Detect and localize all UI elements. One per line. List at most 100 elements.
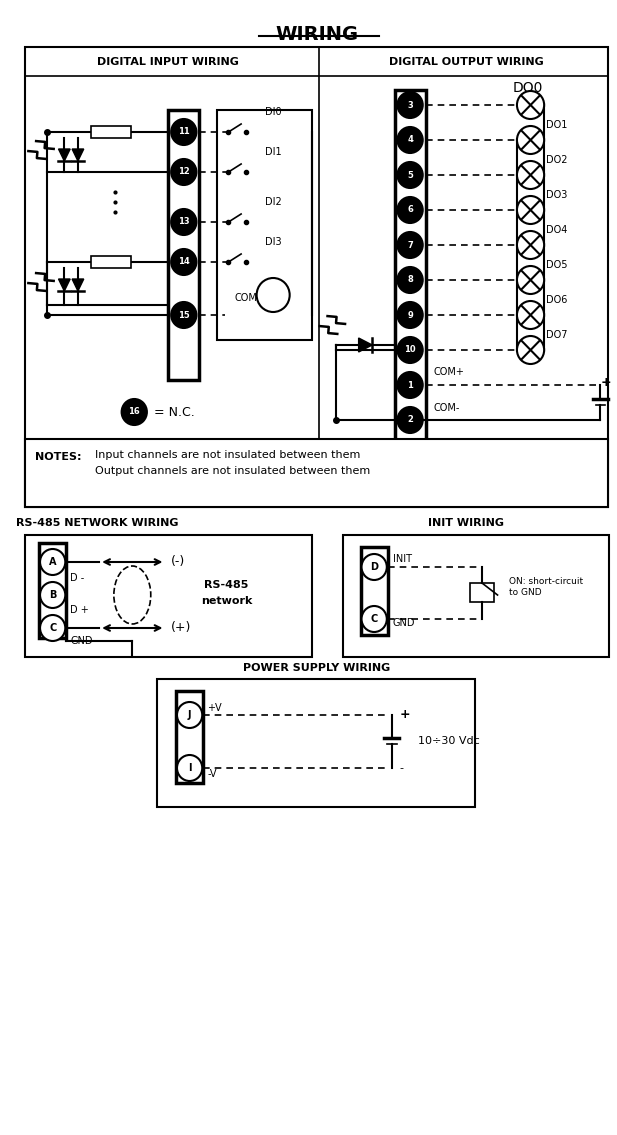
Bar — [25, 47, 608, 507]
Circle shape — [397, 372, 423, 398]
Text: 9: 9 — [407, 311, 413, 319]
Bar — [470, 583, 494, 602]
Text: DO0: DO0 — [513, 81, 543, 95]
Text: 6: 6 — [407, 205, 413, 215]
Text: 11: 11 — [178, 127, 189, 136]
Bar — [39, 543, 66, 638]
Bar — [343, 535, 609, 657]
Circle shape — [397, 162, 423, 188]
Text: INIT WIRING: INIT WIRING — [428, 518, 505, 528]
Text: +V: +V — [207, 703, 222, 713]
Text: DO6: DO6 — [546, 295, 568, 305]
Text: C: C — [371, 614, 378, 624]
Circle shape — [171, 119, 196, 145]
Text: +: + — [399, 708, 410, 722]
Circle shape — [177, 755, 202, 781]
Text: -V: -V — [207, 770, 217, 779]
Text: COM+: COM+ — [433, 367, 465, 377]
Text: DO4: DO4 — [546, 225, 568, 235]
Text: NOTES:: NOTES: — [35, 452, 81, 462]
Bar — [25, 439, 608, 507]
Text: DI2: DI2 — [265, 197, 281, 207]
Text: INIT: INIT — [392, 554, 412, 564]
Circle shape — [517, 161, 544, 190]
Circle shape — [517, 301, 544, 329]
Bar — [91, 257, 131, 268]
Circle shape — [171, 159, 196, 185]
Bar — [168, 110, 199, 380]
Bar — [394, 90, 426, 452]
Bar — [176, 691, 203, 783]
Text: 2: 2 — [407, 415, 413, 424]
Text: 13: 13 — [178, 218, 189, 227]
Text: D +: D + — [70, 605, 89, 615]
Bar — [157, 679, 475, 807]
Circle shape — [517, 91, 544, 119]
Circle shape — [122, 400, 147, 424]
Circle shape — [517, 196, 544, 224]
Text: J: J — [188, 711, 191, 720]
Text: 3: 3 — [407, 101, 413, 109]
Circle shape — [517, 126, 544, 154]
Bar — [217, 110, 312, 340]
Circle shape — [397, 92, 423, 118]
Text: DO2: DO2 — [546, 155, 568, 165]
Circle shape — [397, 232, 423, 258]
Text: GND: GND — [70, 636, 93, 646]
Circle shape — [397, 267, 423, 293]
Text: = N.C.: = N.C. — [154, 405, 194, 419]
Text: 10÷30 Vdc: 10÷30 Vdc — [418, 735, 479, 746]
Circle shape — [177, 703, 202, 728]
Text: ON: short-circuit
to GND: ON: short-circuit to GND — [509, 578, 583, 597]
Text: POWER SUPPLY WIRING: POWER SUPPLY WIRING — [243, 663, 391, 673]
Text: D: D — [370, 562, 378, 572]
Text: A: A — [49, 557, 56, 568]
Text: C: C — [49, 623, 56, 633]
Text: +: + — [600, 376, 611, 388]
Text: COM: COM — [234, 293, 257, 303]
Text: WIRING: WIRING — [275, 25, 358, 44]
Circle shape — [517, 232, 544, 259]
Polygon shape — [358, 338, 372, 352]
Bar — [25, 535, 312, 657]
Bar — [360, 547, 387, 634]
Text: DO5: DO5 — [546, 260, 568, 270]
Ellipse shape — [114, 566, 151, 624]
Text: (-): (-) — [171, 555, 186, 569]
Text: D -: D - — [70, 573, 85, 583]
Text: B: B — [49, 590, 56, 600]
Circle shape — [397, 337, 423, 363]
Circle shape — [171, 209, 196, 235]
Text: Input channels are not insulated between them: Input channels are not insulated between… — [96, 449, 361, 460]
Text: DI1: DI1 — [265, 148, 281, 157]
Text: DO3: DO3 — [546, 190, 568, 200]
Text: 10: 10 — [404, 345, 416, 354]
Text: DO1: DO1 — [546, 120, 568, 131]
Text: Output channels are not insulated between them: Output channels are not insulated betwee… — [96, 466, 371, 476]
Circle shape — [397, 197, 423, 222]
Text: 15: 15 — [178, 311, 189, 319]
Circle shape — [397, 127, 423, 153]
Circle shape — [40, 549, 65, 575]
Text: network: network — [201, 596, 252, 606]
Circle shape — [362, 606, 387, 632]
Text: DI3: DI3 — [265, 237, 281, 247]
Circle shape — [362, 554, 387, 580]
Circle shape — [171, 249, 196, 275]
Text: RS-485 NETWORK WIRING: RS-485 NETWORK WIRING — [16, 518, 178, 528]
Polygon shape — [59, 149, 70, 161]
Text: 7: 7 — [407, 241, 413, 250]
Text: I: I — [188, 763, 191, 773]
Text: RS-485: RS-485 — [204, 580, 249, 590]
Circle shape — [257, 278, 289, 312]
Circle shape — [40, 615, 65, 641]
Text: 14: 14 — [178, 258, 189, 267]
Text: 16: 16 — [128, 407, 140, 417]
Circle shape — [397, 302, 423, 328]
Polygon shape — [72, 149, 84, 161]
Circle shape — [397, 407, 423, 432]
Text: 4: 4 — [407, 135, 413, 144]
Circle shape — [517, 266, 544, 294]
Text: DIGITAL INPUT WIRING: DIGITAL INPUT WIRING — [97, 57, 239, 67]
Polygon shape — [72, 279, 84, 291]
